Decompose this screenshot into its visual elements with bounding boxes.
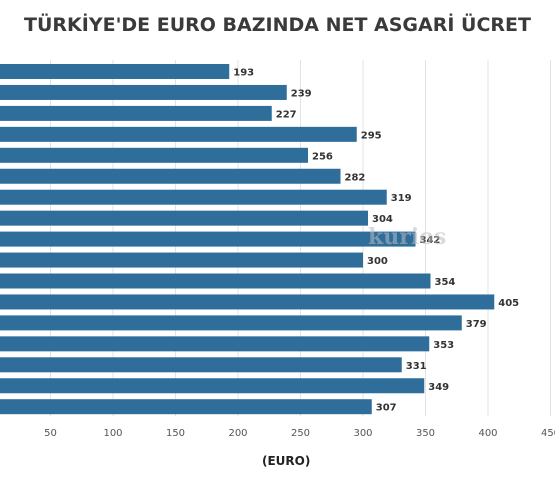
data-label: 300 bbox=[367, 256, 388, 267]
x-tick-label: 450 bbox=[541, 428, 555, 439]
bar bbox=[0, 84, 287, 100]
x-axis-ticks: 50 100 150 200 250 300 350 400 450 bbox=[44, 428, 555, 439]
bar bbox=[0, 336, 430, 352]
bars bbox=[0, 64, 495, 415]
x-axis-label: (EURO) bbox=[262, 454, 311, 468]
bar bbox=[0, 378, 425, 394]
x-tick-label: 250 bbox=[291, 428, 310, 439]
data-label: 227 bbox=[276, 109, 297, 120]
bar bbox=[0, 315, 462, 331]
bar bbox=[0, 126, 357, 142]
watermark-logo: kurios bbox=[368, 224, 446, 250]
data-label: 342 bbox=[420, 235, 441, 246]
x-tick-label: 400 bbox=[478, 428, 497, 439]
bar bbox=[0, 273, 431, 289]
data-label: 282 bbox=[345, 172, 366, 183]
x-tick-label: 300 bbox=[353, 428, 372, 439]
bar bbox=[0, 147, 308, 163]
data-label: 319 bbox=[391, 193, 412, 204]
data-label: 354 bbox=[435, 277, 456, 288]
data-label: 405 bbox=[498, 298, 519, 309]
bar bbox=[0, 105, 272, 121]
value-labels: 193 239 227 295 256 282 319 304 342 300 354 405 379 3… bbox=[233, 68, 519, 414]
x-tick-label: 200 bbox=[228, 428, 247, 439]
data-label: 331 bbox=[406, 361, 427, 372]
bar bbox=[0, 231, 416, 247]
bar bbox=[0, 189, 387, 205]
data-label: 239 bbox=[291, 88, 312, 99]
data-label: 379 bbox=[466, 319, 487, 330]
chart-title: TÜRKİYE'DE EURO BAZINDA NET ASGARİ ÜCRET bbox=[24, 14, 531, 36]
data-label: 349 bbox=[428, 382, 449, 393]
x-tick-label: 350 bbox=[416, 428, 435, 439]
bar bbox=[0, 210, 368, 226]
bar bbox=[0, 399, 372, 415]
x-tick-label: 50 bbox=[44, 428, 57, 439]
bar bbox=[0, 252, 363, 268]
bar bbox=[0, 168, 341, 184]
data-label: 304 bbox=[372, 214, 393, 225]
bar bbox=[0, 357, 402, 373]
data-label: 353 bbox=[433, 340, 454, 351]
bar bbox=[0, 64, 230, 79]
data-label: 193 bbox=[233, 68, 254, 79]
x-tick-label: 150 bbox=[166, 428, 185, 439]
bar bbox=[0, 294, 495, 310]
data-label: 295 bbox=[361, 130, 382, 141]
x-tick-label: 100 bbox=[103, 428, 122, 439]
data-label: 256 bbox=[312, 151, 333, 162]
data-label: 307 bbox=[376, 403, 397, 414]
